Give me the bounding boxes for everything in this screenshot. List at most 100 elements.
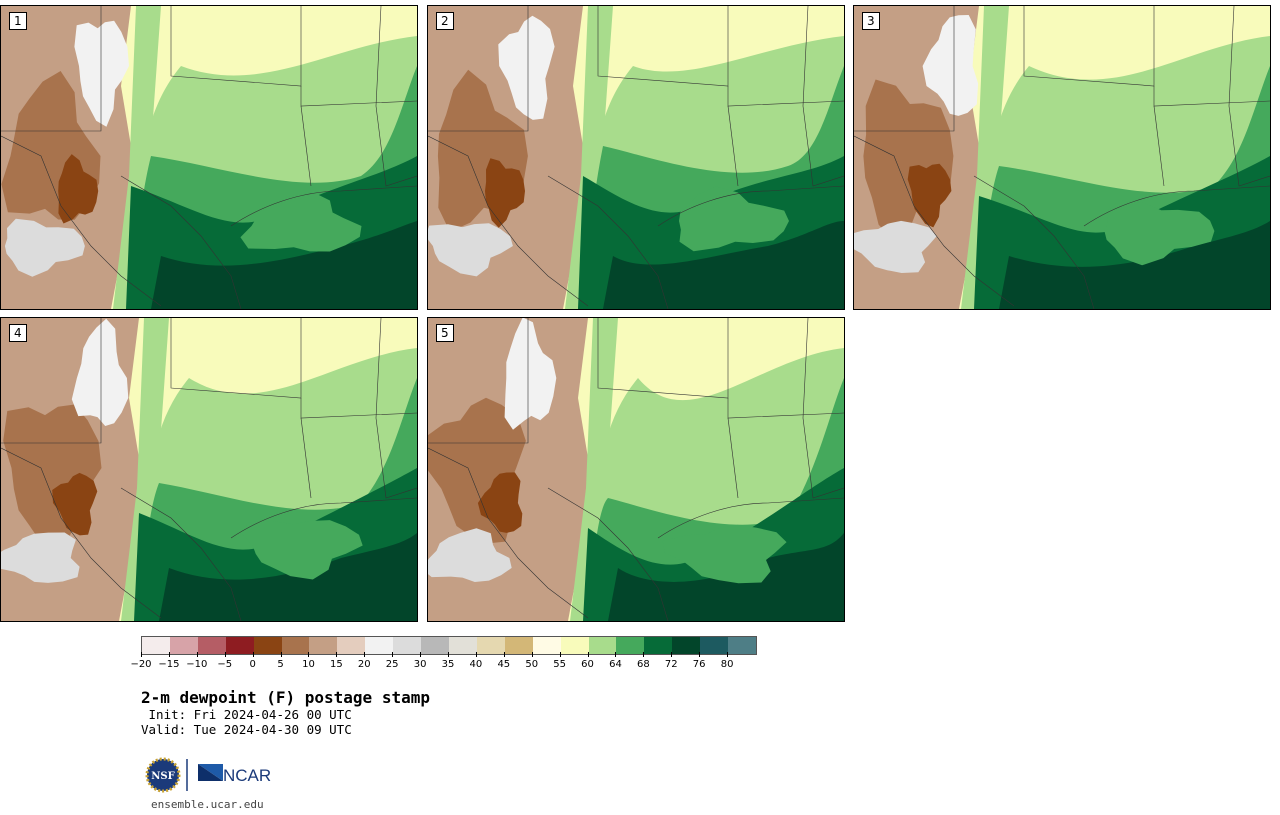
dewpoint-map [854,6,1270,309]
dewpoint-field-64-pocket [679,186,789,252]
dewpoint-field-60 [113,6,161,309]
colorbar-swatch [253,637,282,654]
dewpoint-field-25 [4,218,85,277]
border-line [973,175,1095,309]
colorbar-tick [448,652,449,657]
colorbar-tick [196,652,198,657]
dewpoint-field-0 [477,472,523,533]
border-line [1228,6,1270,187]
colorbar-tick-label: 80 [720,659,734,670]
border-line [1153,105,1165,187]
border-line [727,417,739,499]
colorbar-tick [671,652,673,657]
dewpoint-field-0 [485,158,525,228]
colorbar [141,636,757,655]
dewpoint-field-0 [52,472,98,536]
dewpoint-field-0 [58,154,99,224]
border-line [300,417,312,499]
member-number-label: 1 [9,12,27,30]
colorbar-tick-label: 25 [385,659,399,670]
border-line [1,447,162,619]
colorbar-tick [392,652,394,657]
colorbar-swatch [560,637,589,654]
colorbar-tick [168,652,170,657]
site-url: ensemble.ucar.edu [151,798,264,811]
colorbar-tick [531,652,533,657]
border-line [428,447,589,619]
coastline [1083,185,1270,227]
colorbar-tick [475,652,477,657]
colorbar-tick [559,652,561,657]
colorbar-tick [643,652,645,657]
colorbar-tick [503,652,505,657]
border-line [170,318,302,399]
colorbar-swatch [616,637,645,654]
member-number-label: 5 [436,324,454,342]
dewpoint-field-25 [854,220,937,273]
member-number-label: 3 [862,12,880,30]
colorbar-tick-label: 20 [357,659,371,670]
dewpoint-field-20 [74,20,129,127]
dewpoint-field-25 [1,532,80,583]
colorbar-tick-label: 55 [553,659,566,670]
colorbar-tick [615,652,617,657]
dewpoint-field-20 [498,15,555,120]
coastline [657,497,844,539]
member-number-label: 4 [9,324,27,342]
coastline [657,185,844,227]
border-line [1,6,102,132]
colorbar-tick-label: −15 [158,659,180,670]
colorbar-swatch [393,637,422,654]
colorbar-tick [420,652,422,657]
colorbar-tick-label: 72 [664,659,678,670]
dewpoint-field-20 [922,15,979,116]
border-line [597,6,729,87]
dewpoint-field-64-pocket [242,520,363,580]
dewpoint-field-64-pocket [1104,200,1215,266]
colorbar-tick-label: 35 [441,659,455,670]
colorbar-swatch [476,637,505,654]
colorbar-swatch [672,637,701,654]
colorbar-swatch [281,637,310,654]
colorbar-tick-label: 10 [302,659,315,670]
coastline [230,185,417,227]
init-time: Init: Fri 2024-04-26 00 UTC [141,707,352,722]
colorbar-tick-label: 15 [329,659,343,670]
dewpoint-field-20 [504,318,557,430]
border-line [300,105,312,187]
colorbar-swatch [309,637,338,654]
border-line [854,6,955,132]
border-line [727,105,739,187]
colorbar-tick-label: 60 [581,659,594,670]
dewpoint-field-20 [71,318,129,426]
colorbar-swatch [532,637,561,654]
border-line [120,487,242,621]
colorbar-swatch [225,637,254,654]
border-line [428,135,589,307]
border-line [375,6,417,187]
dewpoint-field-60 [961,6,1009,309]
colorbar-tick [364,652,366,657]
dewpoint-map [428,6,844,309]
colorbar-tick-label: −5 [217,659,233,670]
border-line [428,6,529,132]
colorbar-tick [727,652,729,657]
colorbar-tick [336,652,338,657]
colorbar-tick-label: 76 [692,659,706,670]
ensemble-member-panel: 1 [0,5,418,310]
ensemble-member-panel: 3 [853,5,1271,310]
colorbar-swatch [700,637,729,654]
border-line [597,318,729,399]
colorbar-tick-label: 68 [636,659,650,670]
colorbar-tick [308,652,310,657]
dewpoint-field-72 [999,221,1270,309]
colorbar-tick-label: 50 [525,659,539,670]
dewpoint-field-25 [428,223,513,277]
dewpoint-map [1,6,417,309]
coastline [230,497,417,539]
border-line [170,6,302,87]
dewpoint-field-60 [565,6,613,309]
dewpoint-field-60 [121,318,169,621]
colorbar-swatch [197,637,226,654]
border-line [120,175,242,309]
